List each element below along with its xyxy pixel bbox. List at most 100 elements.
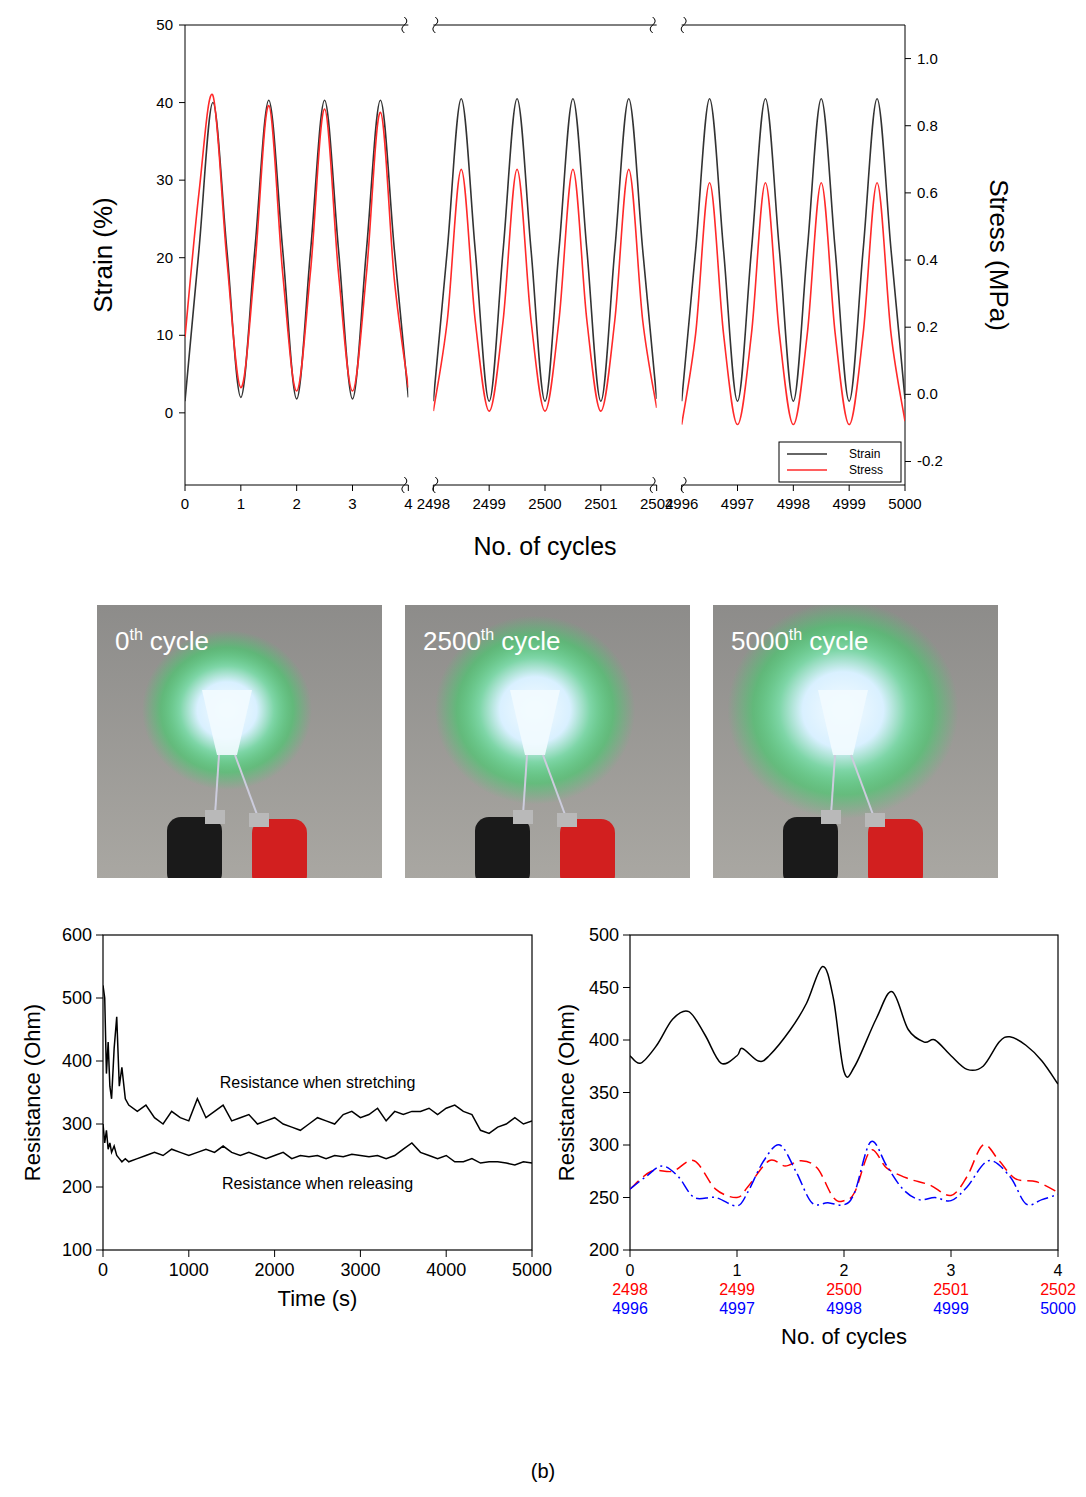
x-tick-label: 4 <box>404 495 412 512</box>
series-line <box>103 1124 532 1165</box>
x-tick-label-row: 2498 <box>612 1281 648 1298</box>
series-clip-group <box>433 169 656 411</box>
photo-label-word: cycle <box>150 626 209 656</box>
photo-label: 5000thcycle <box>731 626 868 656</box>
series-line <box>433 169 656 411</box>
wire <box>523 755 527 815</box>
x-tick-label: 2498 <box>417 495 450 512</box>
x-tick-label: 2000 <box>255 1260 295 1280</box>
series-line <box>630 1141 1058 1206</box>
axis-break-mark <box>681 477 686 493</box>
x-tick-label: 4000 <box>426 1260 466 1280</box>
x-tick-label-row: 4999 <box>933 1300 969 1317</box>
x-tick <box>433 485 434 491</box>
series-line <box>682 99 905 402</box>
x-tick <box>951 1250 952 1257</box>
y-tick <box>179 412 185 413</box>
x-tick-label-row: 4997 <box>719 1300 755 1317</box>
y-tick-label: 200 <box>589 1240 619 1260</box>
x-tick <box>849 485 850 491</box>
y2-tick <box>905 394 911 395</box>
y-tick <box>96 1250 103 1251</box>
lamp-glow <box>727 605 958 819</box>
x-tick-label: 0 <box>98 1260 108 1280</box>
axis-break-mark <box>402 17 407 33</box>
x-tick-label: 4999 <box>832 495 865 512</box>
y-tick-label: 400 <box>62 1051 92 1071</box>
clip-jaw <box>865 813 885 827</box>
axis-break-mark <box>650 477 655 493</box>
y-tick <box>179 180 185 181</box>
red-clip <box>560 819 615 878</box>
x-tick-label-row: 5000 <box>1040 1300 1076 1317</box>
series-annotation: Resistance when releasing <box>222 1175 413 1192</box>
x-tick-label-row: 2502 <box>1040 1281 1076 1298</box>
y-tick <box>96 1187 103 1188</box>
photo-background <box>405 605 690 878</box>
photo-label-word: cycle <box>501 626 560 656</box>
series-clip-group <box>103 985 532 1165</box>
chart-2: 2002503003504004505000123424982499250025… <box>554 925 1076 1349</box>
photo <box>405 605 690 878</box>
wire <box>831 755 835 815</box>
y-tick-label: 100 <box>62 1240 92 1260</box>
y-tick <box>96 1061 103 1062</box>
x-tick <box>185 485 186 491</box>
y2-tick-label: 0.4 <box>917 251 938 268</box>
y-tick <box>623 1197 630 1198</box>
legend: StrainStress <box>779 442 901 482</box>
photo <box>97 605 382 878</box>
x-tick-label: 2501 <box>584 495 617 512</box>
y-tick-label: 350 <box>589 1083 619 1103</box>
series-clip-group <box>433 99 656 402</box>
x-tick-label: 4998 <box>777 495 810 512</box>
legend-label: Stress <box>849 463 883 477</box>
black-clip <box>783 817 838 878</box>
caption: (b) <box>531 1460 555 1482</box>
x-tick-label: 2499 <box>472 495 505 512</box>
y-tick <box>179 25 185 26</box>
x-tick <box>844 1250 845 1257</box>
lamp-core <box>202 690 252 755</box>
series-clip-group <box>682 99 905 402</box>
x-tick-label-row: 2501 <box>933 1281 969 1298</box>
x-tick <box>630 1250 631 1257</box>
x-tick-label: 1 <box>733 1262 742 1279</box>
series-line <box>630 966 1058 1084</box>
x-tick-label: 2500 <box>528 495 561 512</box>
legend-swatch <box>787 469 827 471</box>
photo-label: 0thcycle <box>115 626 209 656</box>
y2-tick <box>905 461 911 462</box>
y-tick-label: 20 <box>156 249 173 266</box>
y2-tick <box>905 58 911 59</box>
x-tick <box>656 485 657 491</box>
x-tick-label-row: 2499 <box>719 1281 755 1298</box>
x-tick <box>737 485 738 491</box>
x-tick-label: 4 <box>1054 1262 1063 1279</box>
x-axis-title: No. of cycles <box>473 532 616 560</box>
y2-tick-label: 0.0 <box>917 385 938 402</box>
x-tick-label: 3 <box>348 495 356 512</box>
y-tick-label: 250 <box>589 1188 619 1208</box>
y-tick <box>179 102 185 103</box>
x-tick <box>274 1250 275 1257</box>
y-tick-label: 500 <box>62 988 92 1008</box>
x-tick-label: 5000 <box>888 495 921 512</box>
y-tick <box>96 998 103 999</box>
x-axis-title: No. of cycles <box>781 1324 907 1349</box>
series-clip-group <box>185 94 408 391</box>
x-tick-label: 3000 <box>340 1260 380 1280</box>
axis-break-mark <box>681 17 686 33</box>
photo-label-number: 2500 <box>423 626 481 656</box>
y-tick-label: 450 <box>589 978 619 998</box>
x-tick <box>905 485 906 491</box>
y2-tick <box>905 260 911 261</box>
photo-label: 2500thcycle <box>423 626 560 656</box>
x-tick <box>545 485 546 491</box>
axis-break-mark <box>402 477 407 493</box>
series-clip-group <box>630 966 1058 1206</box>
legend-swatch <box>787 453 827 455</box>
y2-tick-label: 0.2 <box>917 318 938 335</box>
y-tick-label: 10 <box>156 326 173 343</box>
y-tick <box>179 257 185 258</box>
